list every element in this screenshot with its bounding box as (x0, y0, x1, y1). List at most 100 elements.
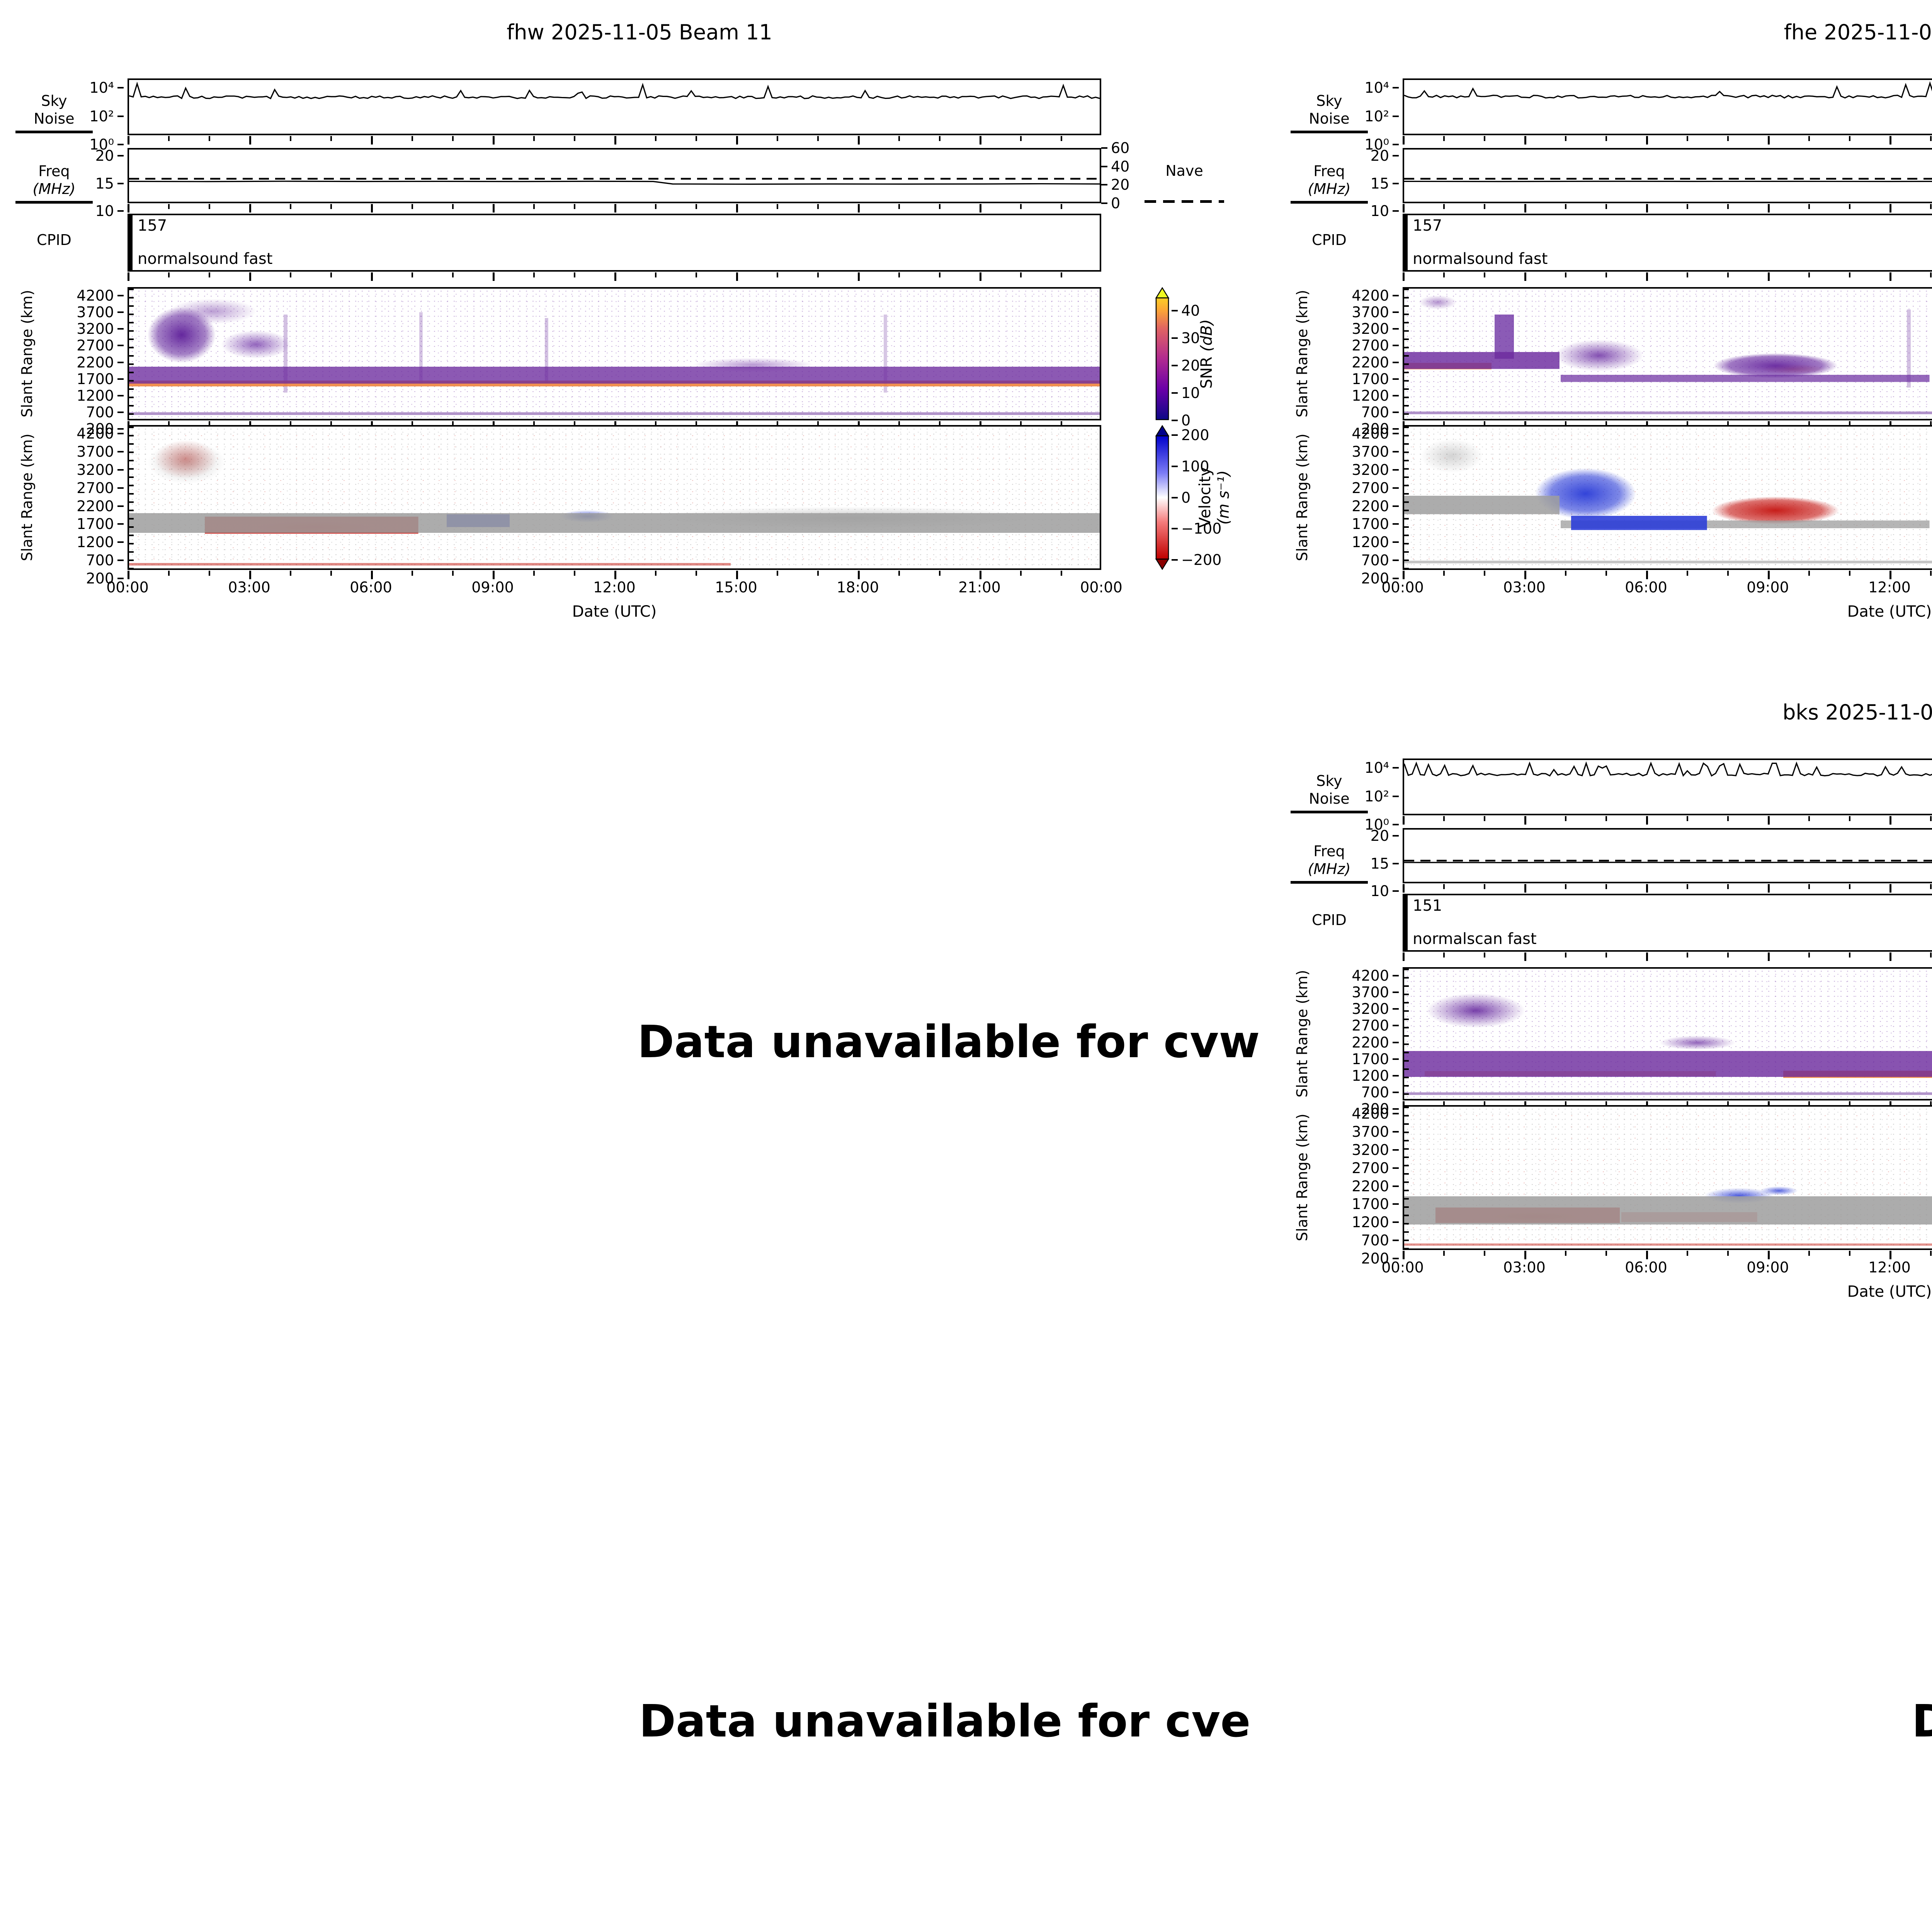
velocity-colorbar-label: Velocity (m s⁻¹) (1196, 467, 1233, 528)
snr-y-ticks: 4200 3700 3200 2700 2200 1700 1200 700 200 (1352, 967, 1389, 1117)
velocity-y-axis-label: Slant Range (km) (19, 434, 36, 561)
sky-noise-label-line2: Noise (1309, 790, 1350, 807)
velocity-y-axis-label: Slant Range (km) (1294, 1114, 1311, 1242)
cpid-code: 157 (138, 217, 167, 235)
radar-figure-bks: bks 2025-11-05 Beam 15 Sky Noise 10⁴10²1… (1275, 680, 1932, 1318)
cpid-plot: 157 normalsound fast (128, 214, 1101, 272)
freq-label-line2: (MHz) (32, 180, 76, 197)
snr-y-ticks: 4200 3700 3200 2700 2200 1700 1200 700 200 (77, 287, 114, 437)
data-unavailable-message-cve: Data unavailable for cve (639, 1696, 1251, 1747)
cpid-start-bar (129, 215, 133, 270)
snr-data-art (1404, 289, 1932, 419)
snr-data-art (1404, 969, 1932, 1099)
velocity-data-art (1404, 1107, 1932, 1248)
freq-lines (129, 150, 1100, 202)
cpid-mode: normalsound fast (1413, 250, 1548, 268)
velocity-y-minor-ticks (129, 427, 134, 568)
freq-plot (1403, 148, 1932, 203)
freq-label-line1: Freq (1313, 843, 1345, 860)
cpid-code: 157 (1413, 217, 1442, 235)
velocity-colorbar (1155, 425, 1170, 570)
sky-noise-label-line2: Noise (34, 110, 75, 127)
sky-noise-axis-label: Sky Noise (1291, 772, 1368, 813)
cpid-start-bar (1404, 215, 1408, 270)
freq-y-ticks: 20 15 10 (1370, 827, 1389, 900)
sky-noise-x-ticks (128, 136, 1101, 145)
cpid-code: 151 (1413, 897, 1442, 915)
cpid-x-ticks (1403, 272, 1932, 281)
snr-heatmap (1403, 287, 1932, 420)
freq-axis-label: Freq (MHz) (15, 162, 93, 204)
freq-x-ticks (1403, 884, 1932, 893)
sky-noise-plot (128, 78, 1101, 135)
freq-x-ticks (128, 204, 1101, 213)
freq-axis-label: Freq (MHz) (1291, 842, 1368, 884)
cpid-axis-label: CPID (1312, 231, 1347, 248)
freq-plot (128, 148, 1101, 203)
velocity-y-ticks: 4200 3700 3200 2700 2200 1700 1200 700 200 (77, 425, 114, 587)
snr-y-axis-label: Slant Range (km) (19, 290, 36, 418)
sky-noise-x-ticks (1403, 136, 1932, 145)
velocity-data-art (129, 427, 1100, 568)
cpid-x-ticks (1403, 952, 1932, 961)
snr-heatmap (128, 287, 1101, 420)
figure-title: fhe 2025-11-05 Beam 11 (1784, 20, 1932, 44)
snr-y-ticks: 4200 3700 3200 2700 2200 1700 1200 700 200 (1352, 287, 1389, 437)
data-unavailable-message-wal: Data unavailable for wal (1912, 1696, 1932, 1747)
time-axis-label: Date (UTC) (1847, 1283, 1932, 1301)
cpid-axis-label: CPID (37, 231, 71, 248)
nave-legend-dash (1145, 200, 1224, 203)
freq-lines (1404, 830, 1932, 882)
snr-colorbar-ticks: 40 30 20 10 0 (1181, 302, 1200, 429)
snr-colorbar-label: SNR (dB) (1198, 319, 1216, 389)
cpid-mode: normalsound fast (138, 250, 273, 268)
velocity-heatmap (128, 425, 1101, 570)
cpid-plot: 157 normalsound fast (1403, 214, 1932, 272)
freq-label-line1: Freq (38, 163, 70, 180)
snr-heatmap (1403, 967, 1932, 1100)
velocity-x-ticks (1403, 1251, 1932, 1259)
sky-noise-plot (1403, 78, 1932, 135)
sky-noise-label-line1: Sky (1316, 772, 1342, 789)
velocity-y-axis-label: Slant Range (km) (1294, 434, 1311, 561)
time-axis-ticks: 00:0003:0006:0009:0012:0015:0018:0021:00… (1381, 1259, 1911, 1276)
sky-noise-label-line1: Sky (1316, 92, 1342, 109)
snr-y-axis-label: Slant Range (km) (1294, 290, 1311, 418)
sky-noise-axis-label: Sky Noise (1291, 92, 1368, 133)
snr-y-minor-ticks (1404, 289, 1409, 419)
cpid-plot: 151 normalscan fast (1403, 894, 1932, 952)
velocity-x-ticks (128, 571, 1101, 579)
sky-noise-y-ticks: 10⁴ 10² 10⁰ (89, 79, 114, 153)
data-unavailable-message-cvw: Data unavailable for cvw (637, 1016, 1260, 1068)
velocity-heatmap (1403, 1105, 1932, 1250)
snr-y-minor-ticks (1404, 969, 1409, 1099)
sky-noise-line (129, 80, 1100, 134)
time-axis-ticks: 00:0003:0006:0009:0012:0015:0018:0021:00… (1381, 579, 1911, 596)
freq-lines (1404, 150, 1932, 202)
freq-plot (1403, 828, 1932, 883)
velocity-y-ticks: 4200 3700 3200 2700 2200 1700 1200 700 200 (1352, 425, 1389, 587)
sky-noise-label-line1: Sky (41, 92, 67, 109)
radar-figure-fhe: fhe 2025-11-05 Beam 11 Sky Noise 10⁴10²1… (1275, 0, 1932, 638)
cpid-mode: normalscan fast (1413, 930, 1537, 948)
sky-noise-y-ticks: 10⁴ 10² 10⁰ (1364, 759, 1389, 833)
velocity-data-art (1404, 427, 1932, 568)
sky-noise-line (1404, 760, 1932, 814)
freq-axis-label: Freq (MHz) (1291, 162, 1368, 204)
figure-title: fhw 2025-11-05 Beam 11 (507, 20, 772, 44)
snr-colorbar (1155, 287, 1170, 420)
freq-label-line2: (MHz) (1308, 180, 1351, 197)
freq-label-line2: (MHz) (1308, 861, 1351, 878)
velocity-x-ticks (1403, 571, 1932, 579)
velocity-y-minor-ticks (1404, 427, 1409, 568)
sky-noise-plot (1403, 759, 1932, 815)
nave-y-ticks: 60 40 20 0 (1111, 139, 1130, 212)
sky-noise-line (1404, 80, 1932, 134)
sky-noise-label-line2: Noise (1309, 110, 1350, 127)
sky-noise-axis-label: Sky Noise (15, 92, 93, 133)
figure-title: bks 2025-11-05 Beam 15 (1782, 700, 1932, 724)
cpid-start-bar (1404, 895, 1408, 950)
snr-y-minor-ticks (129, 289, 134, 419)
